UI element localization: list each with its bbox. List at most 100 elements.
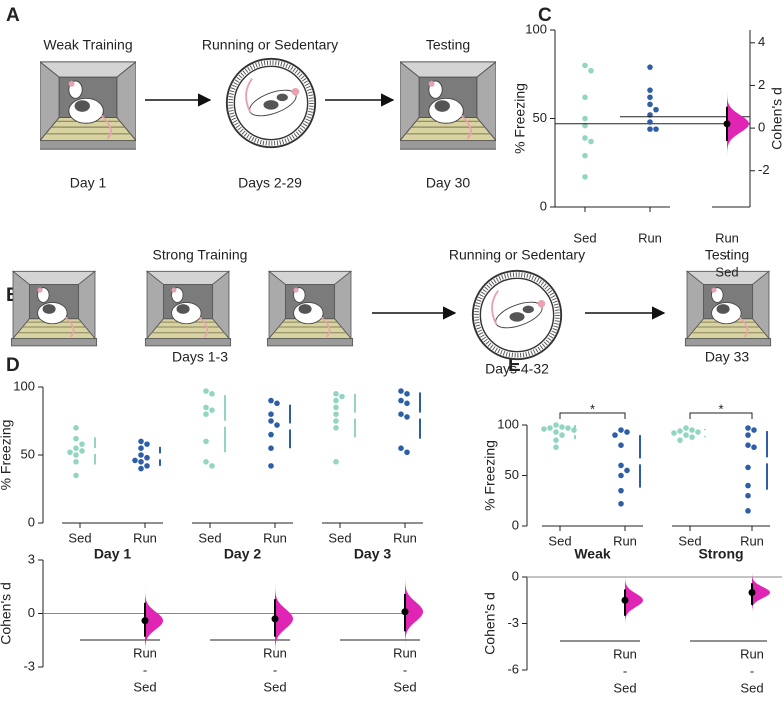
data-point <box>79 441 85 447</box>
data-point <box>144 454 150 461</box>
data-point <box>203 459 209 465</box>
data-point <box>268 463 274 469</box>
data-point <box>647 64 653 70</box>
y-tick-label: 100 <box>525 21 547 36</box>
step-title: Testing <box>705 247 749 263</box>
effect-size <box>621 596 629 604</box>
data-point <box>203 411 209 418</box>
y-tick-label: 0 <box>28 605 35 620</box>
data-point <box>582 152 588 159</box>
data-point <box>618 442 624 449</box>
data-point <box>144 463 150 469</box>
data-point <box>333 425 339 431</box>
axis-label: Cohen's d <box>0 582 14 645</box>
data-point <box>624 429 630 435</box>
data-point <box>144 441 150 447</box>
step-day: Days 4-32 <box>485 361 549 377</box>
data-point <box>745 425 751 431</box>
data-point <box>618 427 624 433</box>
data-point <box>333 397 339 404</box>
data-point <box>138 465 144 472</box>
data-point <box>559 424 565 430</box>
effect-distribution <box>405 573 423 650</box>
y-tick-label: 0 <box>758 120 765 135</box>
delta-label: Sed <box>263 679 286 694</box>
step-day: Day 33 <box>705 349 750 365</box>
data-point <box>333 411 339 418</box>
data-point <box>647 87 653 93</box>
data-point <box>618 472 624 479</box>
step-day: Days 2-29 <box>238 175 302 191</box>
x-tick-label: Run <box>393 530 417 545</box>
data-point <box>653 126 659 132</box>
panel-label: C <box>538 5 552 26</box>
step-day: Days 1-3 <box>172 349 228 365</box>
y-tick-label: 0 <box>512 517 519 532</box>
data-point <box>274 400 280 407</box>
effect-size <box>748 589 756 596</box>
data-point <box>582 94 588 101</box>
data-point <box>588 138 594 145</box>
data-point <box>612 432 618 438</box>
effect-distribution <box>625 573 643 628</box>
data-point <box>203 404 209 411</box>
axis-label: % Freezing <box>482 440 498 511</box>
data-point <box>73 472 79 479</box>
y-tick-label: 4 <box>758 34 765 49</box>
data-point <box>751 444 757 451</box>
data-point <box>73 459 79 465</box>
step-title: Running or Sedentary <box>202 37 338 53</box>
delta-label: - <box>403 662 407 677</box>
panel-label: A <box>6 5 20 26</box>
data-point <box>689 434 695 440</box>
data-point <box>677 428 683 434</box>
data-point <box>582 135 588 141</box>
data-point <box>404 449 410 456</box>
data-point <box>618 487 624 494</box>
y-tick-label: 2 <box>758 77 765 92</box>
x-tick-label: Sed <box>573 230 596 245</box>
effect-size <box>723 120 731 128</box>
y-tick-label: 50 <box>533 110 547 125</box>
data-point <box>79 448 85 454</box>
data-point <box>209 391 215 397</box>
data-point <box>268 397 274 404</box>
data-point <box>683 432 689 438</box>
significance: * <box>590 401 595 416</box>
x-tick-label: Run <box>638 230 662 245</box>
data-point <box>541 426 547 432</box>
delta-label: Run <box>740 646 764 661</box>
x-tick-label: Run <box>133 530 157 545</box>
data-point <box>653 106 659 113</box>
cage <box>40 60 136 151</box>
set-title: Day 3 <box>354 546 392 562</box>
cage <box>684 270 772 347</box>
data-point <box>333 404 339 411</box>
data-point <box>647 101 653 108</box>
effect-distribution <box>727 89 749 159</box>
data-point <box>695 429 701 435</box>
data-point <box>745 508 751 514</box>
data-point <box>588 67 594 74</box>
data-point <box>339 393 345 400</box>
x-tick-label: Sed <box>678 533 701 548</box>
data-point <box>268 418 274 424</box>
data-point <box>618 500 624 507</box>
delta-label: - <box>273 662 277 677</box>
data-point <box>745 464 751 471</box>
data-point <box>553 437 559 443</box>
data-point <box>582 62 588 69</box>
data-point <box>73 425 79 431</box>
y-tick-label: 50 <box>505 467 519 482</box>
data-point <box>618 462 624 469</box>
data-point <box>333 459 339 465</box>
axis-label: Cohen's d <box>769 87 784 150</box>
delta-label: Run <box>613 646 637 661</box>
data-point <box>398 411 404 418</box>
y-tick-label: 50 <box>21 446 35 461</box>
data-point <box>404 391 410 397</box>
delta-label: Run <box>263 645 287 660</box>
axis-label: Cohen's d <box>482 592 498 655</box>
y-tick-label: -3 <box>23 658 35 673</box>
